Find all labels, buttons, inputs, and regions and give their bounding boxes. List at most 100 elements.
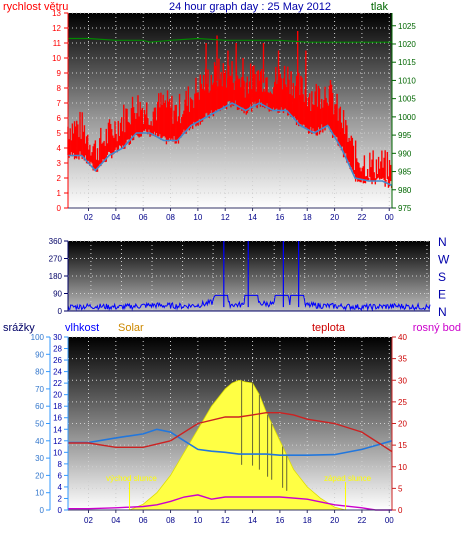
temperature-tick-label: 20	[398, 420, 407, 429]
temperature-tick-label: 10	[398, 463, 407, 472]
panel-1-grid	[68, 12, 392, 209]
humidity-tick-label: 12	[53, 437, 62, 446]
panel-1-x-tick-label: 20	[330, 213, 339, 222]
temperature-tick-label: 40	[398, 333, 407, 342]
temperature-tick-label: 5	[398, 484, 403, 493]
panel-1-right-tick-label: 1010	[398, 76, 416, 85]
panel-1-background	[68, 13, 392, 208]
temperature-tick-label: 0	[398, 506, 403, 515]
precip-tick-label: 60	[35, 402, 44, 411]
panel-1-x-tick-label: 10	[193, 213, 202, 222]
humidity-line	[68, 428, 393, 456]
precip-tick-label: 20	[35, 471, 44, 480]
humidity-tick-label: 24	[53, 368, 62, 377]
pressure-line	[68, 37, 392, 43]
humidity-tick-label: 14	[53, 425, 62, 434]
panel-1-right-tick-label: 975	[398, 204, 412, 213]
panel-1-right-tick-label: 1000	[398, 113, 416, 122]
panel-3-x-tick-label: 20	[330, 516, 339, 525]
panel-1-right-tick-label: 995	[398, 131, 412, 140]
sun-marker-label: západ slunce	[324, 474, 372, 483]
temperature-tick-label: 30	[398, 376, 407, 385]
panel-2-direction-letter: W	[438, 253, 450, 267]
panel-2-left-ticks: 0 90 180 270 360	[49, 237, 430, 316]
panel-2-left-tick-label: 270	[49, 255, 63, 264]
humidity-tick-label: 28	[53, 345, 62, 354]
precip-tick-label: 10	[35, 489, 44, 498]
panel-3-x-tick-label: 06	[139, 516, 148, 525]
panel-1-right-tick-label: 1020	[398, 40, 416, 49]
panel-1-left-tick-label: 6	[57, 114, 62, 123]
precip-tick-label: 40	[35, 437, 44, 446]
precip-tick-label: 80	[35, 368, 44, 377]
panel-3-label-precip: srážky	[3, 322, 35, 334]
dewpoint-line	[68, 494, 392, 511]
panel-3-label-temperature: teplota	[312, 322, 346, 334]
panel-3-label-solar: Solar	[118, 322, 144, 334]
temperature-tick-label: 35	[398, 355, 407, 364]
humidity-tick-label: 22	[53, 379, 62, 388]
panel-3-x-tick-label: 00	[385, 516, 394, 525]
panel-1-left-tick-label: 1	[57, 189, 62, 198]
panel-1-x-tick-label: 18	[303, 213, 312, 222]
wind-direction-line	[67, 294, 431, 312]
humidity-tick-label: 2	[58, 494, 63, 503]
panel-3-precip-ticks: 0 10 20 30 40 50 60 70 80 90 100	[31, 333, 50, 515]
panel-1-left-tick-label: 12	[52, 24, 61, 33]
panel-3-label-humidity: vlhkost	[65, 322, 99, 334]
panel-1-x-tick-label: 02	[84, 213, 93, 222]
panel-2-left-tick-label: 0	[58, 307, 63, 316]
panel-1-x-ticks: 02 04 06 08 10 12 14 16 18 20 22 00	[68, 207, 394, 222]
panel-2-direction-letter: N	[438, 305, 447, 319]
panel-1-left-tick-label: 9	[57, 69, 62, 78]
humidity-tick-label: 8	[58, 460, 63, 469]
panel-1-left-tick-label: 10	[52, 54, 61, 63]
humidity-tick-label: 16	[53, 414, 62, 423]
panel-3-temperature-ticks: 0 5 10 15 20 25 30 35 40	[392, 333, 407, 515]
precip-tick-label: 0	[40, 506, 45, 515]
precip-tick-label: 100	[31, 333, 45, 342]
humidity-tick-label: 30	[53, 333, 62, 342]
panel-1-x-tick-label: 08	[166, 213, 175, 222]
panel-1-right-tick-label: 990	[398, 149, 412, 158]
panel-3-x-tick-label: 04	[111, 516, 120, 525]
panel-1-x-tick-label: 12	[221, 213, 230, 222]
panel-1-x-tick-label: 22	[357, 213, 366, 222]
temperature-tick-label: 15	[398, 441, 407, 450]
panel-1-right-tick-label: 1005	[398, 95, 416, 104]
panel-1-x-tick-label: 14	[248, 213, 257, 222]
panel-3-x-tick-label: 02	[84, 516, 93, 525]
panel-3-label-dewpoint: rosný bod	[413, 322, 461, 334]
panel-2-left-tick-label: 180	[49, 272, 63, 281]
panel-1-left-tick-label: 0	[57, 204, 62, 213]
humidity-tick-label: 4	[58, 483, 63, 492]
precip-tick-label: 90	[35, 350, 44, 359]
panel-1-left-tick-label: 4	[57, 144, 62, 153]
panel-2-direction-letter: S	[438, 270, 446, 284]
panel-1-right-tick-label: 1025	[398, 22, 416, 31]
panel-1-left-tick-label: 7	[57, 99, 62, 108]
panel-1-right-tick-label: 1015	[398, 58, 416, 67]
panel-3-x-tick-label: 08	[166, 516, 175, 525]
panel-1-x-tick-label: 06	[139, 213, 148, 222]
precip-tick-label: 50	[35, 420, 44, 429]
panel-3-x-ticks: 02 04 06 08 10 12 14 16 18 20 22 00	[68, 509, 394, 525]
precip-tick-label: 70	[35, 385, 44, 394]
precip-tick-label: 30	[35, 454, 44, 463]
panel-1-x-tick-label: 00	[385, 213, 394, 222]
panel-2-direction-letter: E	[438, 288, 446, 302]
panel-2-series	[67, 241, 431, 312]
panel-1-series	[67, 31, 393, 188]
panel-2-direction-letter: N	[438, 235, 447, 249]
temperature-line	[68, 412, 393, 453]
panel-1-right-tick-label: 985	[398, 168, 412, 177]
panel-1-x-tick-label: 04	[111, 213, 120, 222]
panel-1-right-label: tlak	[371, 1, 389, 13]
panel-3-x-tick-label: 12	[221, 516, 230, 525]
panel-1-right-tick-label: 980	[398, 186, 412, 195]
panel-1-x-tick-label: 16	[275, 213, 284, 222]
humidity-tick-label: 18	[53, 402, 62, 411]
